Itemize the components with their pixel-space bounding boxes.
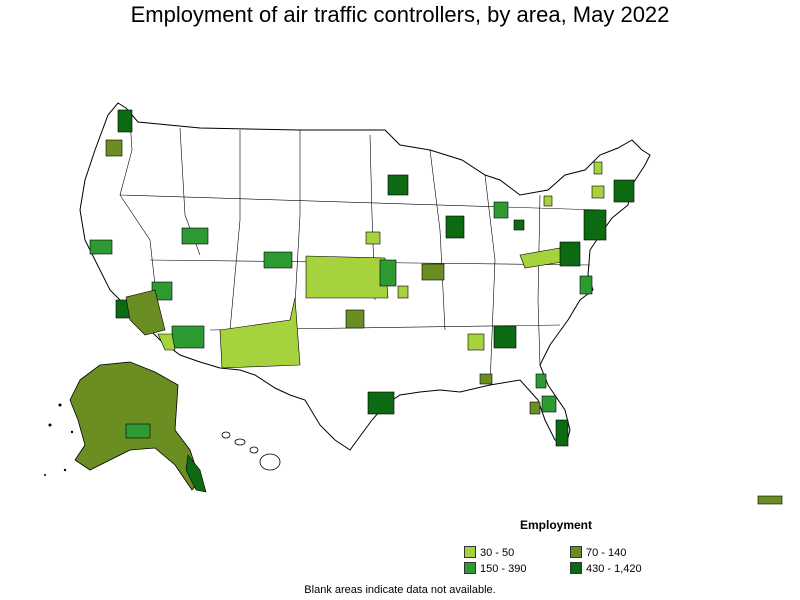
area-bay-area bbox=[89, 239, 113, 255]
area-chicago bbox=[445, 215, 465, 239]
area-oklahoma-city bbox=[345, 309, 365, 329]
area-arizona bbox=[125, 289, 166, 336]
legend-swatch bbox=[464, 562, 476, 574]
area-tampa bbox=[529, 401, 541, 415]
area-maine bbox=[593, 161, 603, 175]
area-joplin bbox=[397, 285, 409, 299]
legend-label: 70 - 140 bbox=[586, 547, 627, 559]
legend-item-70-140: 70 - 140 bbox=[570, 546, 626, 559]
area-orlando bbox=[541, 395, 557, 413]
aleutian-islands bbox=[44, 403, 74, 476]
area-cleveland bbox=[513, 219, 525, 231]
area-omaha bbox=[365, 231, 381, 245]
area-seattle bbox=[117, 109, 133, 133]
area-anchorage bbox=[125, 423, 151, 439]
area-puerto-rico bbox=[757, 495, 783, 505]
legend-swatch bbox=[570, 562, 582, 574]
area-kansas bbox=[305, 255, 389, 299]
legend-label: 150 - 390 bbox=[480, 563, 527, 575]
area-minneapolis bbox=[387, 174, 409, 196]
area-mobile bbox=[479, 373, 493, 385]
area-jacksonville bbox=[535, 373, 547, 389]
area-salt-lake bbox=[181, 227, 209, 245]
area-st-louis bbox=[421, 263, 445, 281]
legend-item-150-390: 150 - 390 bbox=[464, 562, 526, 575]
area-sw-arizona bbox=[157, 333, 176, 351]
hawaii bbox=[221, 431, 281, 471]
area-albany bbox=[591, 185, 605, 199]
area-buffalo bbox=[543, 195, 553, 207]
employment-areas bbox=[89, 109, 635, 447]
legend-label: 430 - 1,420 bbox=[586, 563, 642, 575]
map-title: Employment of air traffic controllers, b… bbox=[130, 2, 670, 27]
area-atlanta bbox=[493, 325, 517, 349]
legend-swatch bbox=[464, 546, 476, 558]
area-washington-dc bbox=[559, 241, 581, 267]
area-phoenix bbox=[171, 325, 205, 349]
area-virginia bbox=[579, 275, 593, 295]
area-new-york bbox=[583, 209, 607, 241]
legend-item-30-50: 30 - 50 bbox=[464, 546, 514, 559]
area-new-mexico bbox=[219, 297, 301, 369]
area-miami bbox=[555, 419, 569, 447]
area-boston bbox=[613, 179, 635, 203]
area-detroit bbox=[493, 201, 509, 219]
legend-title: Employment bbox=[520, 518, 593, 532]
area-houston bbox=[367, 391, 395, 415]
legend-swatch bbox=[570, 546, 582, 558]
area-portland bbox=[105, 139, 123, 157]
area-alaska-panhandle bbox=[185, 454, 207, 493]
footnote: Blank areas indicate data not available. bbox=[304, 584, 496, 596]
area-kansas-city bbox=[379, 259, 397, 287]
legend-label: 30 - 50 bbox=[480, 547, 515, 559]
area-memphis bbox=[467, 333, 485, 351]
legend-item-430-1420: 430 - 1,420 bbox=[570, 562, 642, 575]
area-denver bbox=[263, 251, 293, 269]
